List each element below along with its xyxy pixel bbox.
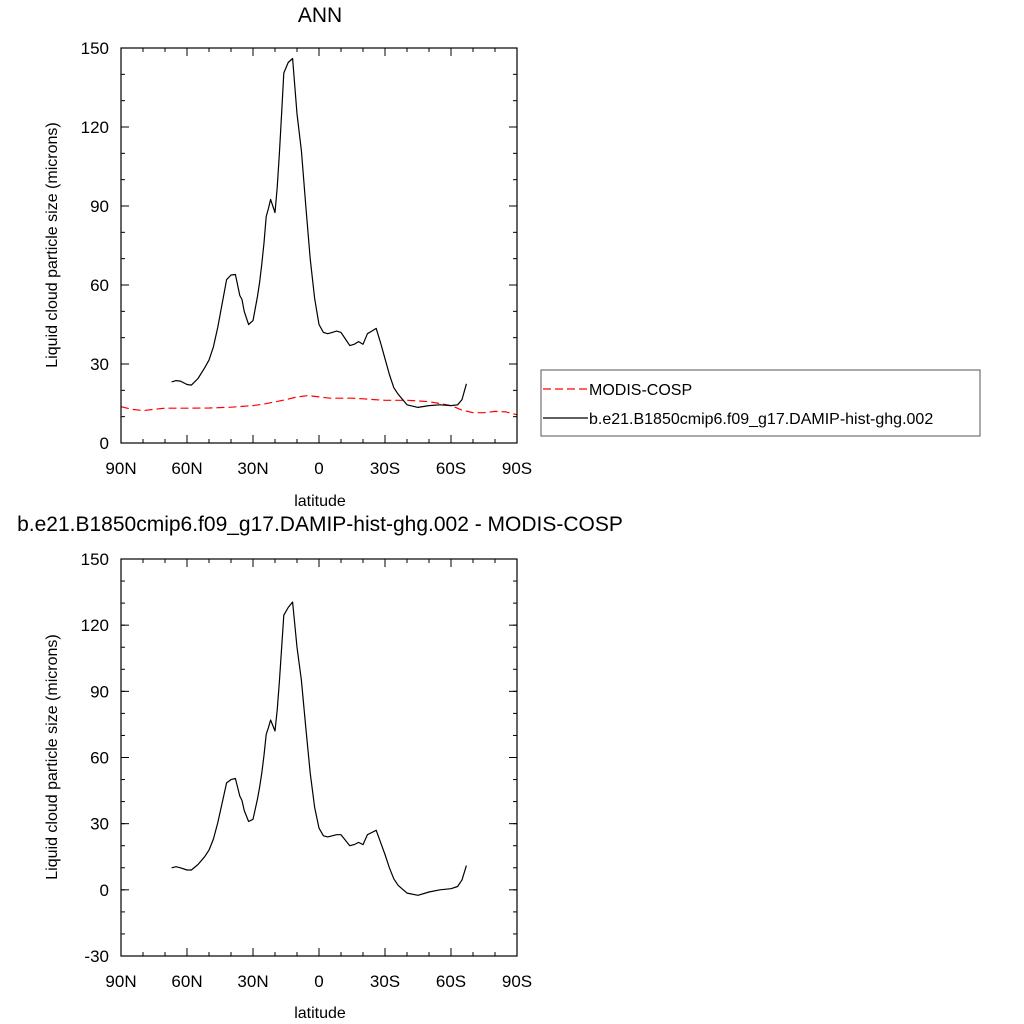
- top-y-tick-label: 90: [90, 197, 109, 216]
- top-y-tick-label: 60: [90, 276, 109, 295]
- bottom-y-tick-label: -30: [84, 947, 109, 966]
- bottom-y-tick-label: 150: [81, 550, 109, 569]
- top-x-tick-label: 90S: [502, 459, 532, 478]
- top-plot-frame: [120, 47, 518, 444]
- top-x-axis-label: latitude: [294, 493, 346, 510]
- top-x-tick-label: 60S: [436, 459, 466, 478]
- bottom-x-tick-label: 30S: [370, 972, 400, 991]
- bottom-y-tick-label: 30: [90, 815, 109, 834]
- top-y-axis-label: Liquid cloud particle size (microns): [44, 122, 61, 367]
- bottom-y-tick-label: 60: [90, 749, 109, 768]
- legend-box: [540, 369, 981, 437]
- top-x-tick-label: 0: [314, 459, 323, 478]
- top-x-tick-label: 90N: [105, 459, 136, 478]
- bottom-series-line-0: [171, 601, 467, 896]
- top-y-tick-label: 120: [81, 118, 109, 137]
- bottom-x-tick-label: 60N: [171, 972, 202, 991]
- top-panel-title: ANN: [298, 4, 342, 27]
- top-series-modis-cosp: [120, 395, 518, 416]
- top-x-tick-label: 30S: [370, 459, 400, 478]
- legend: MODIS-COSP b.e21.B1850cmip6.f09_g17.DAMI…: [540, 369, 981, 437]
- top-x-tick-label: 60N: [171, 459, 202, 478]
- legend-label-modis-cosp: MODIS-COSP: [589, 382, 692, 399]
- bottom-y-axis-label: Liquid cloud particle size (microns): [44, 634, 61, 879]
- bottom-x-tick-label: 60S: [436, 972, 466, 991]
- bottom-x-tick-label: 0: [314, 972, 323, 991]
- legend-label-model-run: b.e21.B1850cmip6.f09_g17.DAMIP-hist-ghg.…: [589, 411, 933, 428]
- top-series-b-e21-b1850cmip6-f09-g17-damip-hist-ghg-002: [171, 57, 467, 408]
- bottom-y-tick-label: 90: [90, 682, 109, 701]
- bottom-y-tick-label: 0: [100, 881, 109, 900]
- bottom-x-axis-label: latitude: [294, 1005, 346, 1022]
- bottom-x-tick-label: 30N: [237, 972, 268, 991]
- top-y-tick-label: 150: [81, 39, 109, 58]
- bottom-y-tick-label: 120: [81, 616, 109, 635]
- top-y-tick-label: 30: [90, 355, 109, 374]
- top-y-tick-label: 0: [100, 434, 109, 453]
- bottom-panel: b.e21.B1850cmip6.f09_g17.DAMIP-hist-ghg.…: [17, 513, 623, 1022]
- bottom-plot-frame: [120, 558, 518, 957]
- bottom-x-tick-label: 90S: [502, 972, 532, 991]
- top-x-tick-label: 30N: [237, 459, 268, 478]
- bottom-panel-title: b.e21.B1850cmip6.f09_g17.DAMIP-hist-ghg.…: [17, 513, 623, 536]
- bottom-x-tick-label: 90N: [105, 972, 136, 991]
- top-panel: ANN 90N 60N 30N 0 30S 60S 90S 0 30 60 90 120 150 lat…: [44, 4, 532, 510]
